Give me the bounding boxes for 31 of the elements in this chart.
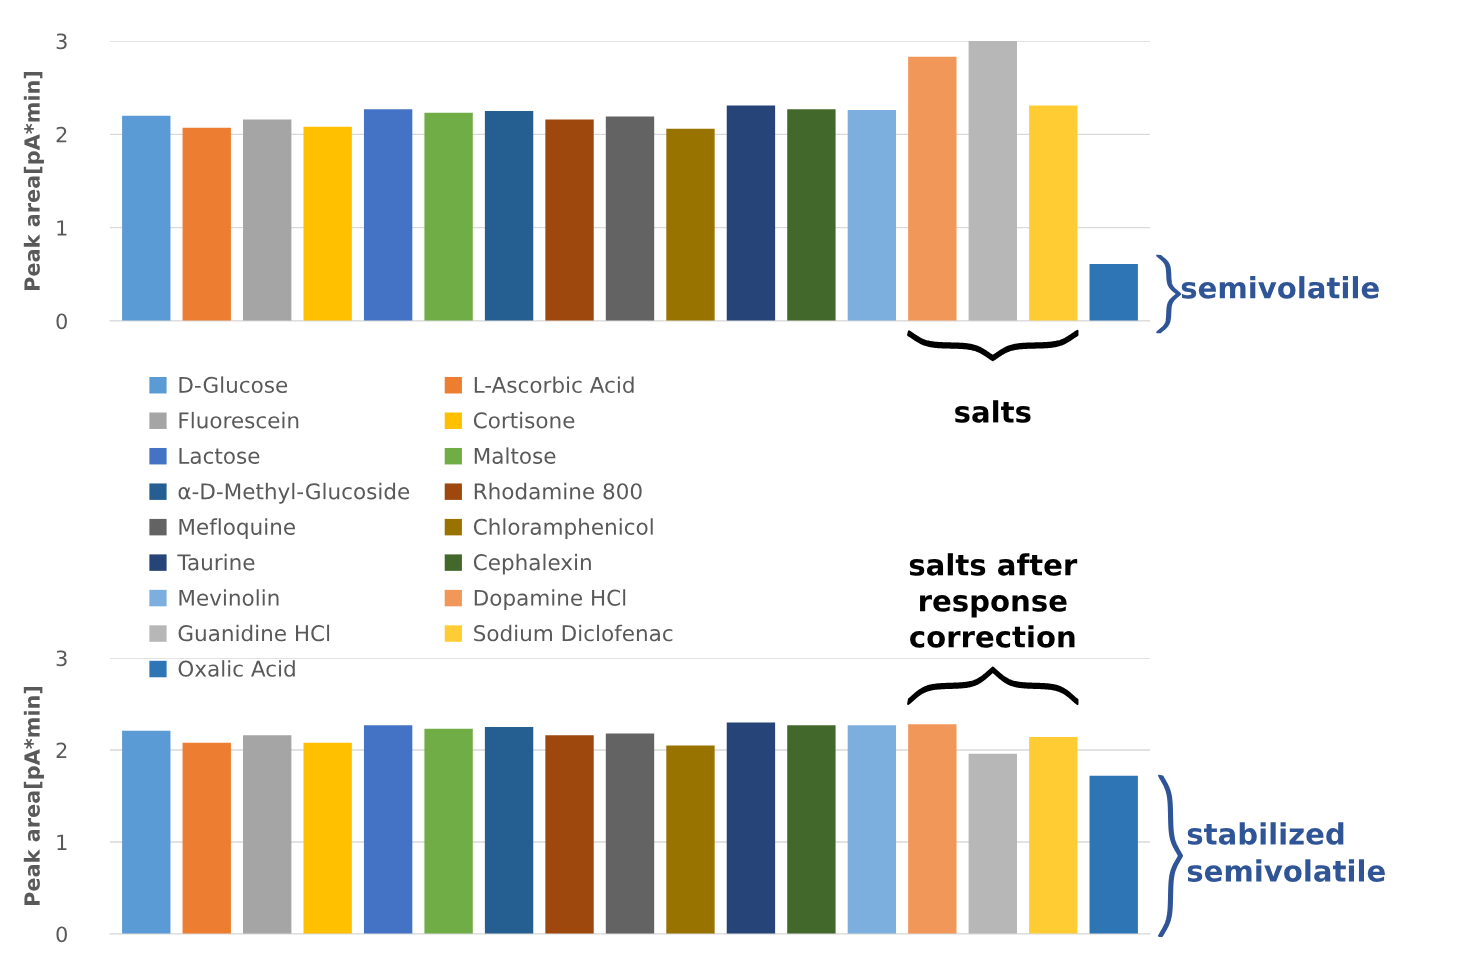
y-tick-label: 0	[56, 926, 67, 943]
legend-label: Taurine	[177, 553, 255, 571]
legend-label: α-D-Methyl-Glucoside	[178, 482, 410, 504]
y-tick-label: 1	[57, 834, 67, 850]
legend-label: Rhodamine 800	[474, 482, 642, 500]
legend-label: Sodium Diclofenac	[474, 624, 673, 642]
legend-label: Cephalexin	[473, 553, 591, 575]
legend-label: Mefloquine	[179, 518, 295, 540]
legend-label: Dopamine HCl	[474, 589, 626, 611]
legend-label: Mevinolin	[179, 589, 279, 606]
legend-label: Maltose	[474, 447, 556, 464]
legend-label: Lactose	[179, 447, 260, 464]
legend-label: Oxalic Acid	[178, 660, 295, 677]
y-tick-label: 3	[56, 33, 67, 50]
legend-label: Fluorescein	[179, 411, 299, 429]
y-axis-title: Peak area[pA*min]	[23, 686, 44, 905]
text: semivolatile	[1181, 276, 1379, 299]
legend-label: Chloramphenicol	[473, 518, 653, 540]
y-tick-label: 1	[57, 220, 67, 236]
text: salts after response correction	[909, 553, 1078, 648]
legend-label: Guanidine HCl	[178, 624, 330, 642]
y-tick-label: 2	[56, 742, 67, 758]
y-tick-label: 0	[56, 313, 67, 330]
legend-label: Cortisone	[473, 411, 575, 429]
text: stabilized semivolatile	[1187, 822, 1385, 882]
y-tick-label: 3	[56, 650, 67, 667]
y-tick-label: 2	[56, 126, 67, 143]
legend-label: L-Ascorbic Acid	[474, 376, 634, 394]
text: salts	[955, 400, 1031, 423]
legend-label: D-Glucose	[179, 376, 288, 394]
y-axis-title: Peak area[pA*min]	[23, 71, 44, 290]
